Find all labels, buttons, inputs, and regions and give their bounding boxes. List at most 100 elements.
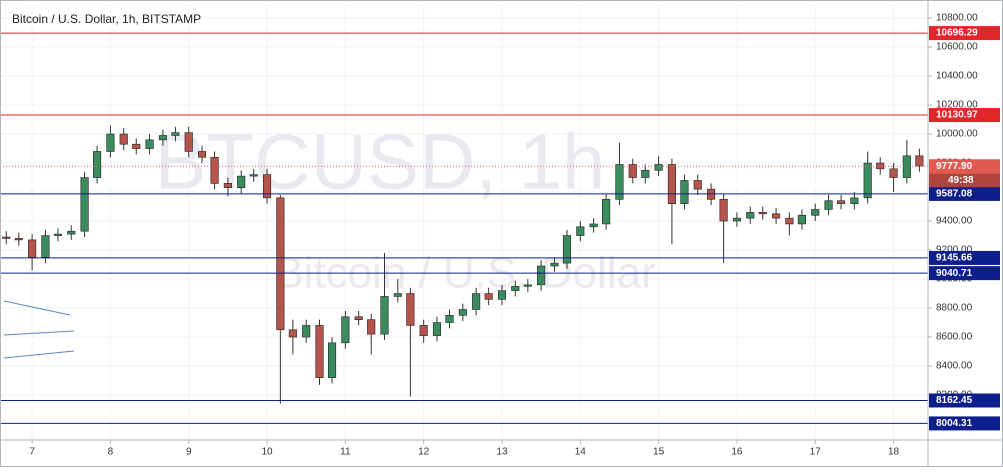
y-tick-label: 10400.00 bbox=[936, 71, 978, 82]
candle-body bbox=[197, 151, 207, 158]
x-tick-label: 10 bbox=[261, 447, 273, 458]
y-tick-label: 10000.00 bbox=[936, 129, 978, 140]
x-tick-label: 18 bbox=[888, 447, 900, 458]
price-tag bbox=[929, 108, 1000, 123]
candle-body bbox=[327, 342, 337, 378]
candle-body bbox=[537, 265, 546, 286]
candle-body bbox=[458, 309, 467, 316]
candle-body bbox=[210, 156, 219, 184]
price-tag bbox=[929, 416, 1000, 431]
axes: 8200.008400.008600.008800.009000.009200.… bbox=[29, 13, 1000, 458]
candle-body bbox=[497, 290, 507, 300]
candle-body bbox=[276, 197, 285, 331]
candle-body bbox=[28, 239, 37, 258]
x-tick-label: 7 bbox=[29, 447, 35, 458]
candle-body bbox=[41, 235, 50, 258]
x-tick-label: 13 bbox=[496, 447, 508, 458]
candle-body bbox=[654, 164, 663, 171]
candle-body bbox=[341, 316, 350, 344]
x-tick-label: 17 bbox=[810, 447, 822, 458]
candle-body bbox=[719, 199, 728, 222]
price-tag-label: 9777.90 bbox=[936, 161, 973, 172]
candle-body bbox=[732, 217, 741, 222]
price-tag-label: 10130.97 bbox=[936, 110, 978, 121]
candle-body bbox=[693, 180, 702, 190]
candle-body bbox=[158, 135, 167, 141]
price-tag-label: 10696.29 bbox=[936, 28, 978, 39]
candle-body bbox=[472, 293, 481, 310]
x-tick-label: 16 bbox=[731, 447, 743, 458]
drawing-line bbox=[3, 330, 75, 336]
candle-body bbox=[14, 238, 23, 241]
y-tick-label: 10600.00 bbox=[936, 42, 978, 53]
candle-body bbox=[602, 199, 611, 225]
candle-body bbox=[628, 164, 637, 178]
price-tag-label: 8162.45 bbox=[936, 395, 973, 406]
candle-body bbox=[889, 168, 898, 178]
candle-body bbox=[393, 293, 402, 297]
price-tag-label: 9587.08 bbox=[936, 189, 973, 200]
price-tag bbox=[929, 26, 1000, 41]
candle-body bbox=[2, 236, 11, 239]
candle-body bbox=[615, 164, 624, 200]
candle-body bbox=[119, 133, 128, 145]
candle-body bbox=[171, 132, 180, 136]
x-tick-label: 11 bbox=[340, 447, 351, 458]
y-tick-label: 9400.00 bbox=[936, 216, 973, 227]
x-tick-label: 8 bbox=[108, 447, 114, 458]
candle-body bbox=[406, 293, 415, 326]
candle-body bbox=[772, 213, 781, 219]
candle-body bbox=[576, 226, 585, 236]
candle-body bbox=[797, 214, 806, 225]
candle-body bbox=[850, 197, 859, 204]
price-tag bbox=[929, 393, 1000, 408]
candle-body bbox=[811, 209, 820, 216]
x-tick-label: 9 bbox=[186, 447, 192, 458]
candle-body bbox=[302, 325, 311, 338]
candle-body bbox=[419, 325, 428, 336]
candle-body bbox=[915, 155, 924, 167]
y-tick-label: 8600.00 bbox=[936, 332, 973, 343]
candle-body bbox=[145, 139, 154, 149]
candle-body bbox=[380, 296, 389, 335]
watermark: BTCUSD, 1h bbox=[155, 118, 606, 206]
candle-body bbox=[93, 151, 102, 178]
candle-body bbox=[132, 143, 141, 149]
price-tag-label: 9040.71 bbox=[936, 268, 973, 279]
candle-body bbox=[288, 329, 297, 338]
candle-body bbox=[367, 319, 376, 335]
price-tag bbox=[929, 159, 1000, 174]
x-tick-label: 15 bbox=[653, 447, 665, 458]
countdown-tag bbox=[929, 173, 1000, 188]
candle-body bbox=[511, 285, 520, 291]
candle-body bbox=[746, 212, 755, 219]
candle-body bbox=[824, 200, 833, 210]
candle-body bbox=[249, 174, 258, 177]
chart-title: Bitcoin / U.S. Dollar, 1h, BITSTAMP bbox=[12, 12, 201, 26]
candle-body bbox=[484, 293, 493, 300]
candle-body bbox=[106, 133, 115, 152]
candle-body bbox=[680, 180, 689, 204]
candle-body bbox=[432, 322, 442, 336]
x-tick-label: 12 bbox=[418, 447, 430, 458]
candle-body bbox=[589, 223, 598, 228]
candle-body bbox=[837, 200, 846, 204]
candle-body bbox=[562, 235, 572, 264]
y-tick-label: 9200.00 bbox=[936, 245, 973, 256]
x-tick-label: 14 bbox=[575, 447, 587, 458]
countdown-label: 49:38 bbox=[948, 175, 974, 186]
candle-body bbox=[315, 325, 324, 378]
price-tag-label: 9145.66 bbox=[936, 253, 973, 264]
candle-body bbox=[758, 212, 767, 215]
candle-body bbox=[667, 164, 676, 204]
drawing-line bbox=[3, 350, 75, 359]
plot bbox=[0, 32, 928, 424]
candle-body bbox=[67, 230, 76, 235]
price-tag bbox=[929, 266, 1000, 281]
price-tag bbox=[929, 186, 1000, 201]
candle-body bbox=[184, 132, 193, 152]
y-tick-label: 10800.00 bbox=[936, 13, 978, 24]
candle-body bbox=[863, 162, 872, 199]
